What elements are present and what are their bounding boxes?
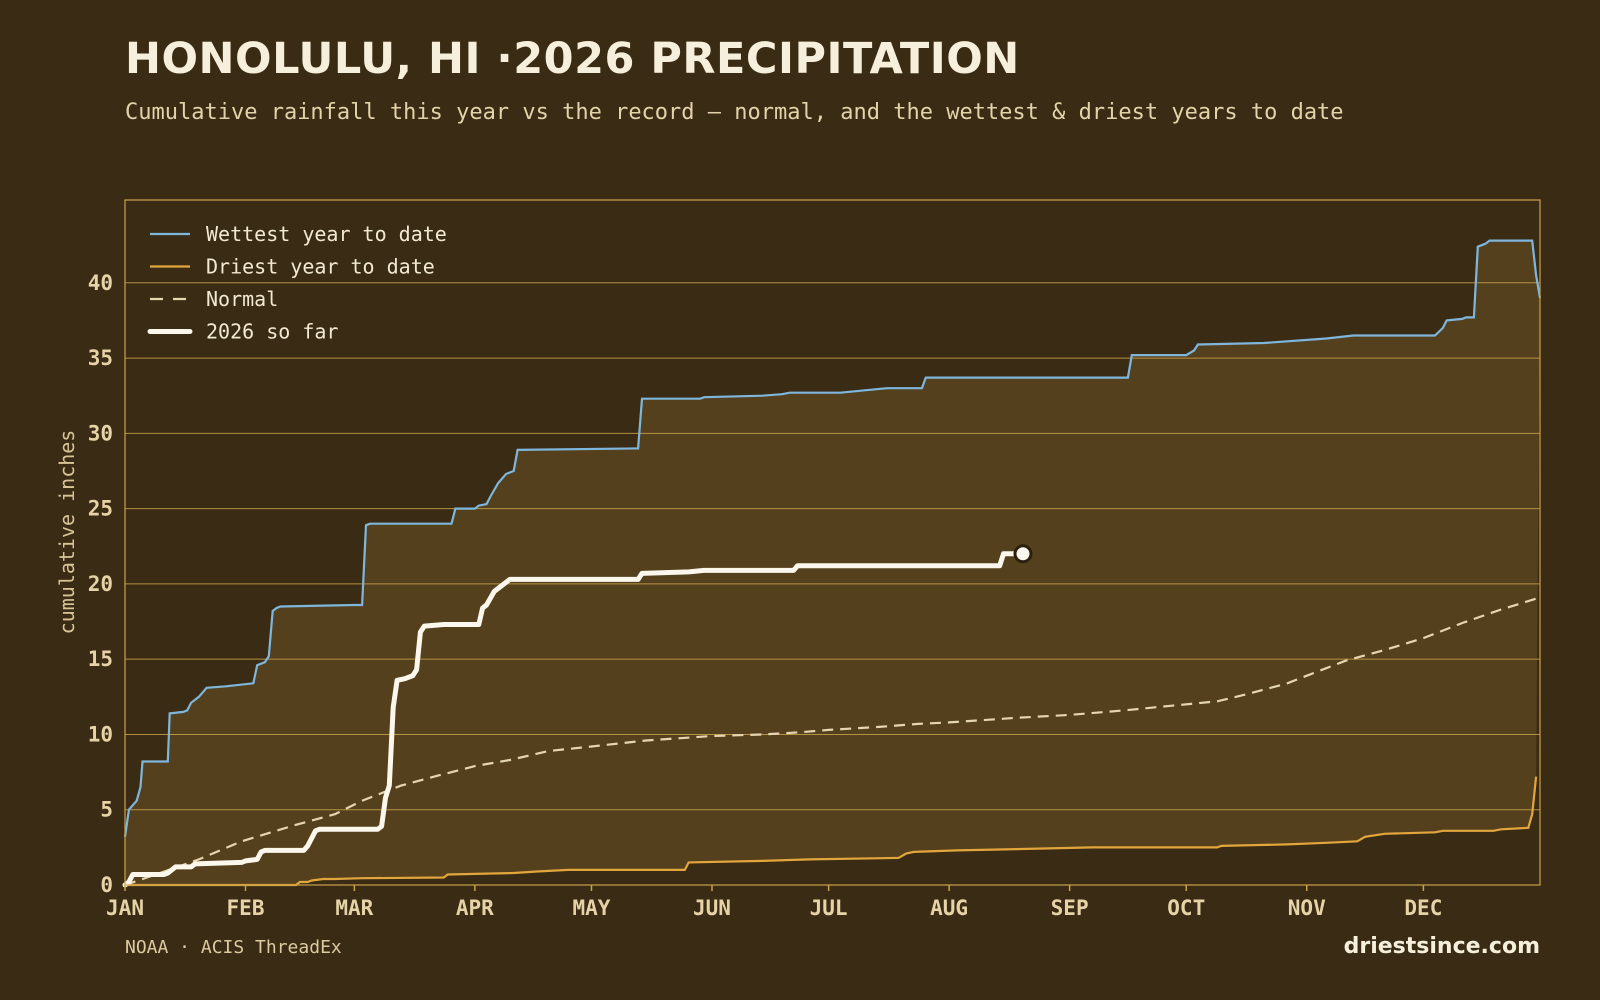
legend-label-wettest: Wettest year to date <box>206 222 447 246</box>
chart-title: HONOLULU, HI ·2026 PRECIPITATION <box>125 34 1020 84</box>
y-tick-label-30: 30 <box>88 421 113 445</box>
x-tick-label-nov: NOV <box>1288 896 1326 920</box>
site-brand: driestsince.com <box>1343 934 1540 959</box>
wettest-driest-band <box>125 240 1540 886</box>
legend-label-normal: Normal <box>206 287 278 311</box>
x-tick-label-apr: APR <box>456 896 494 920</box>
x-tick-label-dec: DEC <box>1404 896 1442 920</box>
y-tick-label-0: 0 <box>100 873 113 897</box>
current-point-marker <box>1013 544 1033 564</box>
chart-subtitle: Cumulative rainfall this year vs the rec… <box>125 100 1344 125</box>
x-tick-label-sep: SEP <box>1051 896 1089 920</box>
x-tick-label-aug: AUG <box>930 896 968 920</box>
x-tick-label-jul: JUL <box>810 896 848 920</box>
y-tick-label-5: 5 <box>100 798 113 822</box>
x-tick-label-oct: OCT <box>1167 896 1205 920</box>
data-source-note: NOAA · ACIS ThreadEx <box>125 937 342 958</box>
x-tick-label-mar: MAR <box>335 896 373 920</box>
y-tick-label-25: 25 <box>88 497 113 521</box>
y-tick-label-10: 10 <box>88 722 113 746</box>
plot-frame <box>124 199 1541 886</box>
y-tick-label-40: 40 <box>88 271 113 295</box>
y-axis-label: cumulative inches <box>55 430 79 635</box>
x-tick-label-feb: FEB <box>227 896 265 920</box>
x-tick-label-jun: JUN <box>693 896 731 920</box>
x-tick-label-may: MAY <box>573 896 611 920</box>
y-tick-label-35: 35 <box>88 346 113 370</box>
legend-label-driest: Driest year to date <box>206 255 435 279</box>
series-line-wettest <box>123 239 1542 837</box>
y-tick-label-15: 15 <box>88 647 113 671</box>
x-tick-label-jan: JAN <box>106 896 144 920</box>
y-tick-label-20: 20 <box>88 572 113 596</box>
series-line-normal <box>124 596 1541 887</box>
series-line-driest <box>125 776 1538 887</box>
legend-label-current: 2026 so far <box>206 320 338 344</box>
series-line-current <box>122 551 1026 888</box>
